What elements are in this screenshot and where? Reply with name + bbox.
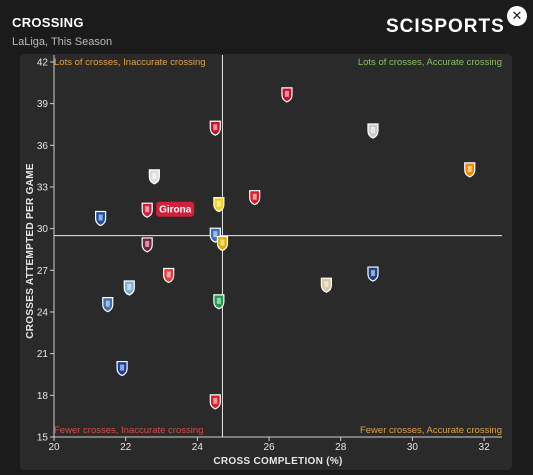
header: CROSSING LaLiga, This Season SCISPORTS ✕ bbox=[0, 0, 533, 55]
x-tick-label: 26 bbox=[263, 442, 275, 453]
close-icon[interactable]: ✕ bbox=[507, 6, 527, 26]
x-tick-label: 32 bbox=[479, 442, 491, 453]
y-tick-label: 24 bbox=[37, 307, 49, 318]
y-tick-label: 18 bbox=[37, 391, 49, 402]
team-badge-point[interactable] bbox=[213, 294, 225, 310]
page-subtitle: LaLiga, This Season bbox=[12, 36, 113, 48]
team-badge-point[interactable] bbox=[116, 360, 128, 377]
x-tick-label: 24 bbox=[192, 442, 204, 453]
x-tick-label: 28 bbox=[335, 442, 347, 453]
team-badge-point[interactable] bbox=[281, 87, 293, 103]
y-tick-label: 30 bbox=[37, 224, 49, 235]
team-badge-point[interactable] bbox=[141, 202, 153, 218]
team-badge-point[interactable] bbox=[249, 190, 261, 206]
team-badge-point[interactable] bbox=[94, 210, 107, 227]
y-tick-label: 27 bbox=[37, 266, 49, 277]
team-badge-point[interactable] bbox=[213, 197, 225, 213]
team-badge-point[interactable] bbox=[123, 280, 135, 296]
team-badge-point[interactable] bbox=[367, 123, 379, 139]
brand-logo: SCISPORTS bbox=[386, 16, 505, 37]
quadrant-label-bottom-left: Fewer crosses, Inaccurate crossing bbox=[54, 425, 203, 436]
page-title: CROSSING bbox=[12, 15, 84, 30]
highlight-label-girona[interactable]: Girona bbox=[156, 201, 195, 217]
team-badge-point[interactable] bbox=[464, 162, 476, 178]
y-axis-label: CROSSES ATTEMPTED PER GAME bbox=[25, 163, 36, 339]
highlight-label-text: Girona bbox=[159, 205, 192, 216]
team-badge-point[interactable] bbox=[102, 297, 114, 313]
plot-panel bbox=[20, 54, 512, 470]
team-badge-point[interactable] bbox=[141, 237, 153, 253]
y-tick-label: 39 bbox=[37, 99, 49, 110]
x-axis-label: CROSS COMPLETION (%) bbox=[213, 456, 342, 467]
team-badge-point[interactable] bbox=[209, 394, 221, 410]
team-badge-point[interactable] bbox=[216, 235, 229, 252]
y-tick-label: 33 bbox=[37, 182, 49, 193]
y-tick-label: 15 bbox=[37, 433, 49, 444]
y-tick-label: 36 bbox=[37, 141, 49, 152]
team-badge-point[interactable] bbox=[320, 277, 332, 293]
team-badge-point[interactable] bbox=[209, 120, 221, 136]
y-tick-label: 21 bbox=[37, 349, 49, 360]
quadrant-label-bottom-right: Fewer crosses, Accurate crossing bbox=[360, 425, 502, 436]
quadrant-label-top-right: Lots of crosses, Accurate crossing bbox=[358, 57, 502, 68]
team-badge-point[interactable] bbox=[148, 169, 160, 185]
x-tick-label: 22 bbox=[120, 442, 132, 453]
x-tick-label: 30 bbox=[407, 442, 419, 453]
team-badge-point[interactable] bbox=[367, 266, 379, 282]
quadrant-label-top-left: Lots of crosses, Inaccurate crossing bbox=[54, 57, 206, 68]
x-tick-label: 20 bbox=[48, 442, 60, 453]
y-tick-label: 42 bbox=[37, 57, 49, 68]
team-badge-point[interactable] bbox=[163, 267, 175, 284]
